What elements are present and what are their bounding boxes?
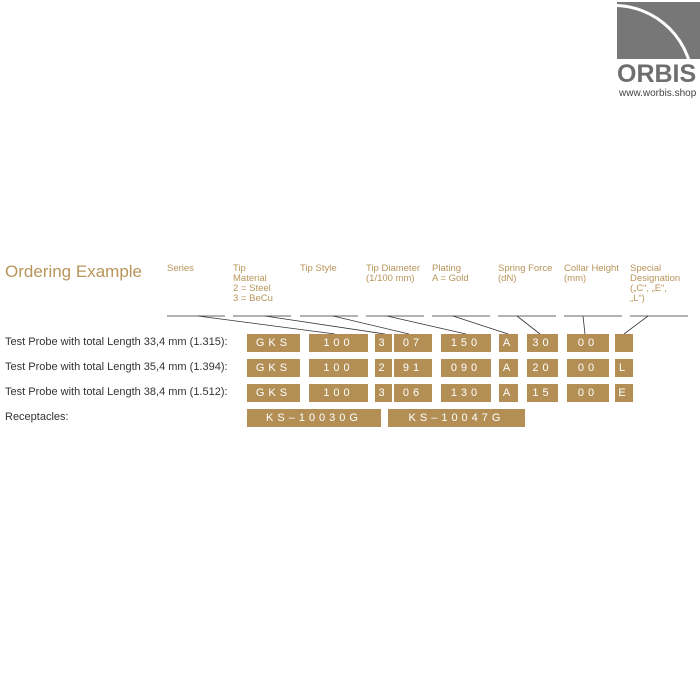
code-box: 130: [441, 384, 491, 402]
section-title: Ordering Example: [5, 262, 143, 281]
code-box: 00: [567, 384, 609, 402]
logo-url: www.worbis.shop: [619, 88, 697, 99]
connector-line: [582, 315, 586, 335]
column-header: Plating A = Gold: [432, 263, 469, 284]
code-box: 07: [394, 334, 432, 352]
code-box: 15: [527, 384, 558, 402]
column-header: Special Designation („C“, „E“, „L“): [630, 263, 681, 304]
orbis-logo: ORBIS www.worbis.shop: [617, 2, 700, 99]
code-box: A: [499, 384, 518, 402]
code-box: 30: [527, 334, 558, 352]
receptacle-code-box: KS–10047G: [388, 409, 525, 427]
code-box: 91: [394, 359, 432, 377]
code-box: E: [615, 384, 633, 402]
column-header: Collar Height (mm): [564, 263, 619, 284]
code-box: GKS: [247, 359, 300, 377]
column-header: Series: [167, 263, 194, 274]
code-box: [615, 334, 633, 352]
code-box: A: [499, 334, 518, 352]
logo-mark: [617, 2, 700, 59]
row-label: Test Probe with total Length 33,4 mm (1.…: [5, 336, 228, 348]
column-header: Tip Style: [300, 263, 337, 274]
code-box: 090: [441, 359, 491, 377]
connector-line: [332, 315, 410, 335]
code-box: GKS: [247, 334, 300, 352]
connector-line: [516, 315, 541, 335]
receptacles-label: Receptacles:: [5, 411, 69, 423]
code-box: 00: [567, 359, 609, 377]
column-header: Tip Diameter (1/100 mm): [366, 263, 421, 284]
code-box: 00: [567, 334, 609, 352]
connector-line: [452, 315, 509, 335]
column-header: Spring Force (dN): [498, 263, 553, 284]
code-box: 3: [375, 384, 392, 402]
connector-line: [623, 315, 649, 335]
receptacle-code-box: KS–10030G: [247, 409, 381, 427]
code-box: 20: [527, 359, 558, 377]
connector-line: [197, 315, 336, 335]
column-header: Tip Material 2 = Steel 3 = BeCu: [233, 263, 273, 304]
code-box: 100: [309, 334, 368, 352]
code-box: 06: [394, 384, 432, 402]
connector-line: [264, 315, 386, 335]
connector-line: [386, 315, 467, 335]
code-box: 150: [441, 334, 491, 352]
row-label: Test Probe with total Length 35,4 mm (1.…: [5, 361, 228, 373]
code-box: 100: [309, 359, 368, 377]
code-box: L: [615, 359, 633, 377]
logo-name: ORBIS: [617, 60, 697, 88]
code-box: GKS: [247, 384, 300, 402]
code-box: A: [499, 359, 518, 377]
code-box: 3: [375, 334, 392, 352]
code-box: 100: [309, 384, 368, 402]
row-label: Test Probe with total Length 38,4 mm (1.…: [5, 386, 228, 398]
code-box: 2: [375, 359, 392, 377]
